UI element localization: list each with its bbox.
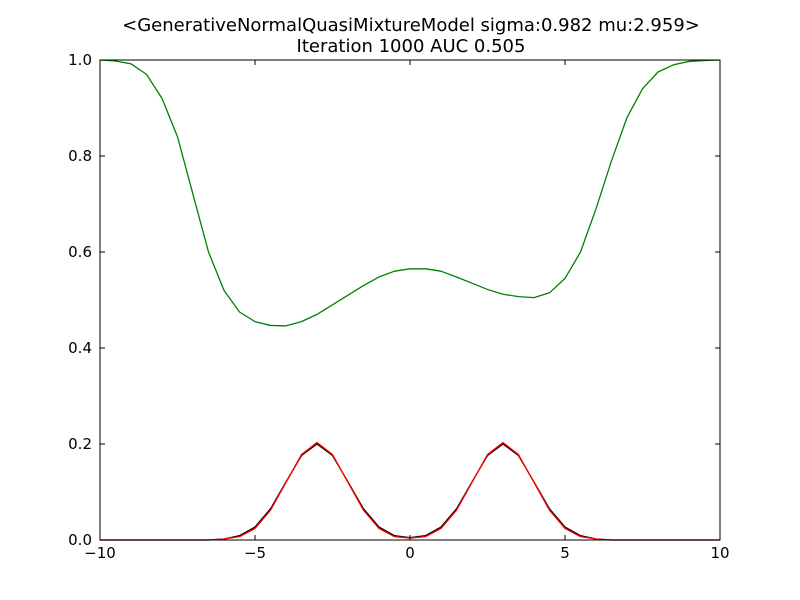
plot-area: [99, 59, 721, 541]
y-tick-label: 1.0: [68, 51, 92, 69]
x-tick-label: −5: [244, 544, 266, 562]
y-tick-label: 0.6: [68, 243, 92, 261]
plot-background: [100, 60, 720, 540]
chart-subtitle: Iteration 1000 AUC 0.505: [297, 36, 526, 57]
x-tick-label: 0: [405, 544, 415, 562]
y-tick-label: 0.2: [68, 435, 92, 453]
y-tick-label: 0.4: [68, 339, 92, 357]
x-tick-label: −10: [84, 544, 116, 562]
x-tick-label: 5: [560, 544, 570, 562]
series-line-1: [99, 59, 721, 327]
x-axis: −10 −5 0 5 10: [84, 60, 730, 562]
y-tick-label: 0.8: [68, 147, 92, 165]
y-axis: 0.0 0.2 0.4 0.6 0.8 1.0: [68, 51, 720, 549]
y-tick-label: 0.0: [68, 531, 92, 549]
chart-title: <GenerativeNormalQuasiMixtureModel sigma…: [122, 15, 700, 36]
x-tick-label: 10: [710, 544, 729, 562]
